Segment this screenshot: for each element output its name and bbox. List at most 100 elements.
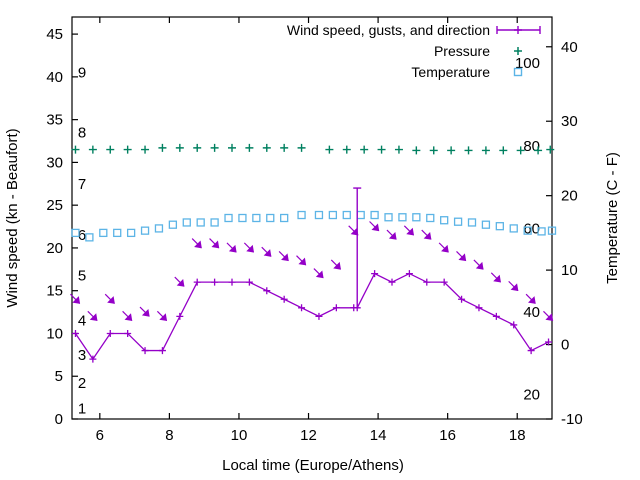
y-axis-title: Wind speed (kn - Beaufort) xyxy=(4,128,21,307)
legend-sample-plus xyxy=(514,47,522,55)
x-axis-ticks: 6 8 10 12 14 16 18 xyxy=(96,17,526,444)
wind-direction-arrow xyxy=(508,280,519,292)
wind-direction-arrow xyxy=(386,229,397,240)
arrow-head xyxy=(141,308,150,317)
temperature-point xyxy=(314,210,324,220)
y2-tick-label: 30 xyxy=(561,113,578,130)
gust-spike-marker xyxy=(353,187,362,308)
x-tick-label: 6 xyxy=(96,427,104,444)
wind-speed-point xyxy=(298,304,306,312)
wind-direction-arrow xyxy=(490,272,501,283)
y2-axis-title: Temperature (C - F) xyxy=(604,152,621,284)
temperature-point xyxy=(266,213,275,223)
wind-speed-point xyxy=(124,329,132,337)
wind-speed-point xyxy=(371,270,379,278)
wind-speed-point xyxy=(141,347,149,355)
plot-border xyxy=(71,16,553,420)
temperature-series xyxy=(71,210,557,242)
y-axis-ticks: 0 5 10 15 20 25 30 35 40 45 xyxy=(46,26,78,428)
temperature-point xyxy=(398,213,407,222)
arrow-head xyxy=(388,231,397,240)
pressure-point xyxy=(262,143,271,152)
pressure-point xyxy=(325,145,334,154)
wind-speed-point xyxy=(440,278,448,286)
y-tick-label: 5 xyxy=(55,368,63,385)
temperature-point xyxy=(126,228,136,238)
wind-speed-point xyxy=(228,278,236,286)
wind-speed-point xyxy=(263,287,271,295)
temperature-point xyxy=(370,210,379,220)
pressure-point xyxy=(546,145,555,154)
wind-direction-arrow xyxy=(226,242,237,253)
temperature-point xyxy=(467,218,477,227)
x-tick-label: 8 xyxy=(165,427,173,444)
wind-direction-arrow xyxy=(243,242,255,253)
temperature-point xyxy=(168,220,178,229)
pressure-point xyxy=(193,143,202,152)
temperature-point xyxy=(196,218,205,227)
wind-direction-barbs xyxy=(69,221,554,321)
temperature-point xyxy=(252,213,261,223)
wind-direction-arrow xyxy=(348,225,359,236)
wind-speed-point xyxy=(527,347,535,355)
legend-sample-square xyxy=(513,67,523,77)
wind-direction-arrow xyxy=(278,251,289,262)
pressure-point xyxy=(175,143,184,152)
temperature-point xyxy=(280,213,289,223)
wind-speed-point xyxy=(89,355,97,363)
arrow-head xyxy=(510,283,519,292)
arrow-head xyxy=(371,223,380,232)
wind-speed-point xyxy=(492,312,500,320)
arrow-head xyxy=(423,231,432,240)
pressure-point xyxy=(123,145,132,154)
pressure-point xyxy=(447,146,456,155)
y2-tick-label: 0 xyxy=(561,337,569,354)
arrow-head xyxy=(315,270,324,279)
arrow-head xyxy=(124,313,133,321)
y-tick-label: 40 xyxy=(46,69,63,86)
wind-direction-arrow xyxy=(438,242,449,253)
beaufort-label: 4 xyxy=(78,313,86,330)
legend-label-2: Temperature xyxy=(411,64,490,80)
arrow-head xyxy=(211,240,220,249)
pressure-point xyxy=(245,143,254,152)
temperature-point xyxy=(328,210,338,220)
pressure-point xyxy=(106,145,115,154)
wind-speed-point xyxy=(388,278,396,286)
y2-tick-label: -10 xyxy=(561,411,583,428)
fahrenheit-label: 20 xyxy=(523,386,540,403)
fahrenheit-label: 100 xyxy=(515,55,540,72)
wind-direction-arrow xyxy=(525,293,536,304)
wind-direction-arrow xyxy=(174,276,185,287)
wind-direction-arrow xyxy=(122,310,133,321)
wind-speed-point xyxy=(510,321,518,329)
pressure-point xyxy=(394,145,403,154)
wind-direction-arrow xyxy=(104,293,115,304)
pressure-point xyxy=(516,146,525,155)
beaufort-label: 7 xyxy=(78,176,86,193)
wind-direction-arrow xyxy=(473,259,484,270)
x-tick-label: 14 xyxy=(370,427,387,444)
beaufort-label: 3 xyxy=(78,347,86,364)
arrow-head xyxy=(298,257,307,266)
temperature-point xyxy=(238,213,247,223)
pressure-point xyxy=(534,146,543,155)
y2-axis-ticks: -10 0 10 20 30 40 xyxy=(546,39,583,428)
wind-speed-point xyxy=(315,312,323,320)
temperature-point xyxy=(440,216,449,225)
plot-frame xyxy=(71,16,553,420)
wind-speed-point xyxy=(71,329,79,337)
temperature-point xyxy=(412,213,421,222)
temperature-point xyxy=(297,210,306,220)
arrow-head xyxy=(263,249,272,257)
pressure-point xyxy=(71,145,80,154)
pressure-point xyxy=(429,146,438,155)
beaufort-label: 2 xyxy=(78,375,86,392)
beaufort-scale-labels: 1 2 3 4 5 6 7 8 9 xyxy=(78,65,86,418)
temperature-point xyxy=(453,217,463,226)
wind-direction-arrow xyxy=(209,238,220,249)
y-tick-label: 30 xyxy=(46,154,63,171)
